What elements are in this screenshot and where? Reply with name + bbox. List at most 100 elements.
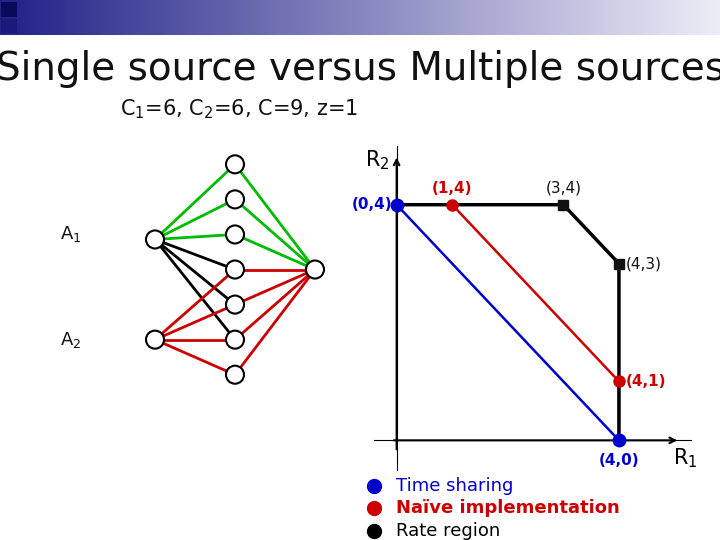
Circle shape bbox=[226, 366, 244, 384]
Bar bbox=[443, 0, 446, 35]
Bar bbox=[292, 0, 295, 35]
Bar bbox=[450, 0, 454, 35]
Circle shape bbox=[226, 225, 244, 244]
Bar bbox=[371, 0, 374, 35]
Bar bbox=[536, 0, 540, 35]
Bar bbox=[259, 0, 263, 35]
Bar bbox=[0, 0, 4, 35]
Bar bbox=[187, 0, 191, 35]
Bar bbox=[716, 0, 720, 35]
Bar bbox=[508, 0, 511, 35]
Bar bbox=[4, 0, 7, 35]
Circle shape bbox=[226, 260, 244, 279]
Bar bbox=[464, 0, 468, 35]
Bar bbox=[403, 0, 407, 35]
Bar bbox=[583, 0, 587, 35]
Bar bbox=[14, 0, 18, 35]
Text: (3,4): (3,4) bbox=[545, 181, 581, 196]
Bar bbox=[670, 0, 673, 35]
Bar bbox=[454, 0, 457, 35]
Bar bbox=[605, 0, 608, 35]
Bar bbox=[151, 0, 155, 35]
Bar bbox=[533, 0, 536, 35]
Bar bbox=[346, 0, 349, 35]
Bar bbox=[504, 0, 508, 35]
Bar bbox=[702, 0, 706, 35]
Bar bbox=[126, 0, 130, 35]
Bar bbox=[414, 0, 418, 35]
Bar bbox=[648, 0, 652, 35]
Bar bbox=[598, 0, 601, 35]
Bar bbox=[58, 0, 61, 35]
Text: (4,0): (4,0) bbox=[598, 453, 639, 468]
Bar bbox=[360, 0, 364, 35]
Bar bbox=[554, 0, 558, 35]
Bar bbox=[284, 0, 288, 35]
Bar bbox=[673, 0, 677, 35]
Bar bbox=[684, 0, 688, 35]
Bar bbox=[148, 0, 151, 35]
Bar bbox=[281, 0, 284, 35]
Bar bbox=[630, 0, 634, 35]
Bar bbox=[389, 0, 392, 35]
Bar bbox=[299, 0, 302, 35]
Bar bbox=[446, 0, 450, 35]
Bar bbox=[497, 0, 500, 35]
Bar bbox=[396, 0, 400, 35]
Bar bbox=[619, 0, 623, 35]
Bar bbox=[86, 0, 90, 35]
Bar bbox=[162, 0, 166, 35]
Circle shape bbox=[306, 260, 324, 279]
Bar bbox=[551, 0, 554, 35]
Bar bbox=[18, 0, 22, 35]
Bar bbox=[234, 0, 238, 35]
Bar bbox=[68, 0, 72, 35]
Circle shape bbox=[226, 330, 244, 349]
Circle shape bbox=[146, 330, 164, 349]
Bar bbox=[382, 0, 385, 35]
Bar bbox=[130, 0, 133, 35]
Bar bbox=[479, 0, 482, 35]
Bar bbox=[119, 0, 122, 35]
Bar bbox=[655, 0, 659, 35]
Bar bbox=[97, 0, 101, 35]
Bar bbox=[252, 0, 256, 35]
Bar bbox=[29, 0, 32, 35]
Bar bbox=[36, 0, 40, 35]
Bar bbox=[425, 0, 428, 35]
Bar bbox=[392, 0, 396, 35]
Bar bbox=[691, 0, 695, 35]
Bar bbox=[241, 0, 245, 35]
Bar bbox=[331, 0, 335, 35]
Bar bbox=[310, 0, 313, 35]
Bar bbox=[475, 0, 479, 35]
Bar bbox=[626, 0, 630, 35]
Bar bbox=[594, 0, 598, 35]
Bar bbox=[133, 0, 137, 35]
Bar bbox=[220, 0, 223, 35]
Bar bbox=[83, 0, 86, 35]
Bar bbox=[623, 0, 626, 35]
Bar bbox=[544, 0, 547, 35]
Text: Rate region: Rate region bbox=[396, 522, 500, 540]
Bar bbox=[612, 0, 616, 35]
Bar bbox=[94, 0, 97, 35]
Bar bbox=[522, 0, 526, 35]
Bar bbox=[1, 2, 17, 17]
Bar bbox=[652, 0, 655, 35]
Bar bbox=[22, 0, 25, 35]
Bar bbox=[180, 0, 184, 35]
Bar bbox=[11, 0, 14, 35]
Text: Single source versus Multiple sources: Single source versus Multiple sources bbox=[0, 50, 720, 88]
Bar bbox=[572, 0, 576, 35]
Bar bbox=[155, 0, 158, 35]
Bar bbox=[637, 0, 641, 35]
Bar bbox=[61, 0, 65, 35]
Bar bbox=[349, 0, 353, 35]
Bar bbox=[223, 0, 227, 35]
Bar bbox=[713, 0, 716, 35]
Bar bbox=[176, 0, 180, 35]
Bar bbox=[295, 0, 299, 35]
Bar bbox=[43, 0, 47, 35]
Bar bbox=[137, 0, 140, 35]
